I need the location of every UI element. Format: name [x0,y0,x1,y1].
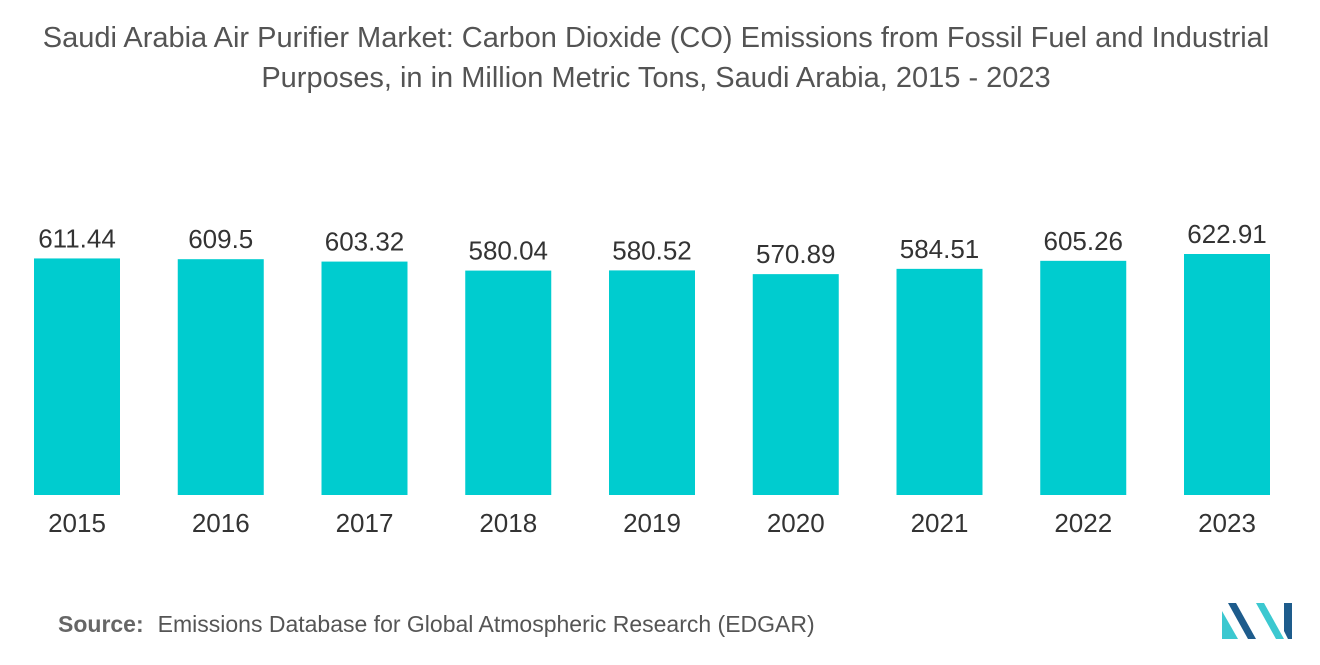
logo-right-stroke [1256,603,1284,639]
value-label-2020: 570.89 [756,239,836,269]
logo-left-stroke [1222,611,1238,639]
company-logo-icon [1222,603,1292,639]
bar-2018 [465,270,552,495]
bar-2017 [321,261,408,495]
source-note: Source: Emissions Database for Global Atm… [58,611,815,638]
logo-mid-stroke [1228,603,1256,639]
category-label-2015: 2015 [48,508,106,538]
category-label-2022: 2022 [1054,508,1112,538]
bar-2020 [752,274,839,495]
bar-2016 [177,259,264,495]
value-label-2022: 605.26 [1043,226,1123,256]
value-label-2019: 580.52 [612,235,692,265]
logo-end-stroke [1284,603,1292,639]
value-label-2015: 611.44 [38,223,116,253]
category-label-2018: 2018 [479,508,537,538]
category-label-2020: 2020 [767,508,825,538]
category-label-2023: 2023 [1198,508,1256,538]
value-label-2023: 622.91 [1187,219,1267,249]
value-label-2017: 603.32 [325,227,405,257]
category-label-2021: 2021 [911,508,969,538]
bar-2015 [34,258,120,495]
category-label-2019: 2019 [623,508,681,538]
chart-title: Saudi Arabia Air Purifier Market: Carbon… [42,22,1270,94]
category-label-2016: 2016 [192,508,250,538]
value-label-2016: 609.5 [188,224,253,254]
bar-2019 [609,270,695,495]
value-label-2018: 580.04 [468,236,548,266]
value-label-2021: 584.51 [900,234,980,264]
bar-2021 [896,268,983,495]
bar-chart: 611.44 2015 609.5 2016 603.32 2017 580.04 2018 5… [34,219,1270,538]
bar-2023 [1184,254,1270,495]
source-text: Emissions Database for Global Atmospheri… [157,611,815,637]
category-label-2017: 2017 [336,508,394,538]
source-label: Source: [58,611,144,637]
bar-2022 [1040,260,1127,495]
